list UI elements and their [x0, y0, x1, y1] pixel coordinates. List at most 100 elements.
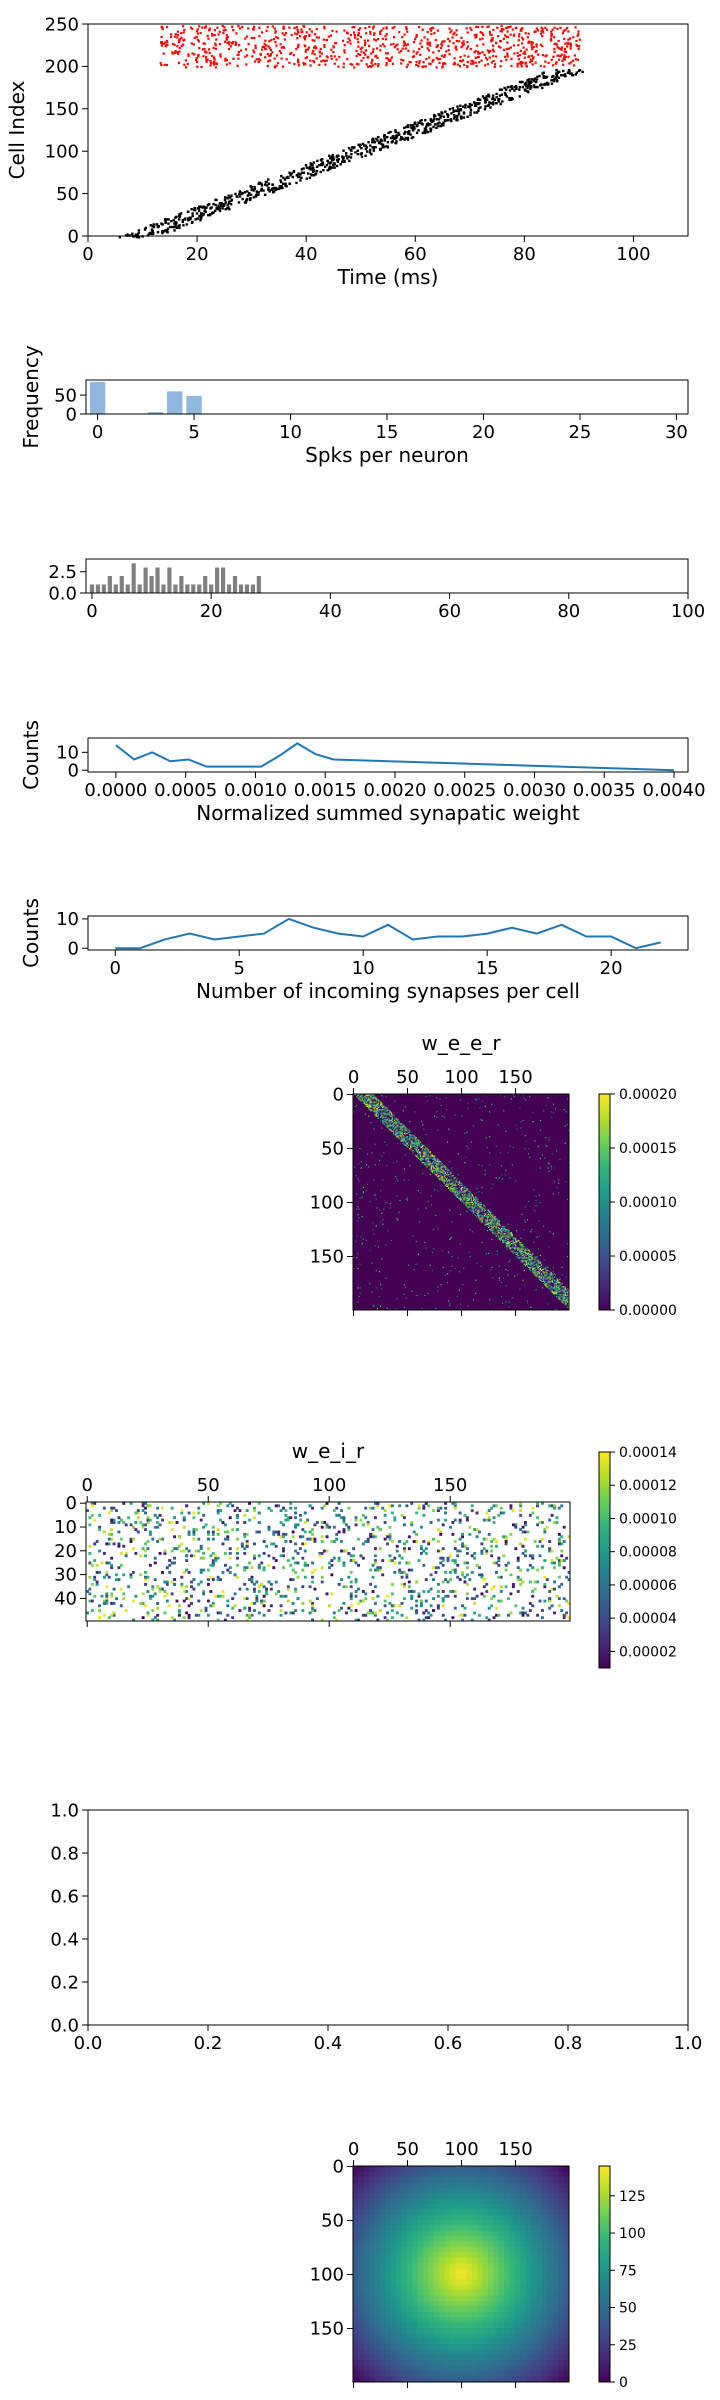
- heatmap-cell: [482, 1218, 484, 1220]
- spike-dot: [541, 54, 545, 57]
- heatmap-cell: [417, 1149, 419, 1151]
- heatmap-cell: [405, 1145, 408, 1148]
- heatmap-cell: [497, 1226, 499, 1229]
- heatmap-cell: [473, 1213, 476, 1216]
- heatmap-cell: [476, 1203, 478, 1205]
- spike-dot: [376, 56, 379, 59]
- spike-dot: [277, 62, 280, 65]
- heatmap-cell: [421, 1146, 423, 1149]
- spike-dot: [539, 43, 542, 46]
- spike-dot: [563, 74, 567, 77]
- spike-dot: [454, 45, 457, 48]
- heatmap-cell: [562, 1286, 564, 1288]
- heatmap-cell: [468, 1202, 470, 1204]
- heatmap-cell: [469, 1209, 471, 1211]
- heatmap-cell: [522, 1257, 524, 1259]
- heatmap-cell: [376, 1104, 378, 1106]
- heatmap-cell: [416, 1139, 418, 1141]
- heatmap-cell: [496, 1233, 498, 1235]
- spike-dot: [236, 195, 239, 198]
- heatmap-cell: [375, 1099, 377, 1101]
- heatmap-cell: [491, 1221, 493, 1223]
- heatmap-cell: [546, 1273, 548, 1275]
- spike-dot: [184, 66, 188, 69]
- heatmap-cell: [475, 1198, 477, 1200]
- spike-dot: [374, 146, 377, 149]
- spike-dot: [391, 62, 395, 65]
- heatmap-cell: [358, 1163, 360, 1165]
- spike-dot: [271, 25, 274, 28]
- heatmap-cell: [556, 1284, 558, 1286]
- heatmap-cell: [455, 1191, 457, 1193]
- heatmap-cell: [419, 1158, 422, 1160]
- spike-dot: [314, 33, 317, 36]
- spike-dot: [296, 174, 299, 177]
- heatmap-cell: [400, 1131, 402, 1133]
- heatmap-cell: [551, 1291, 553, 1293]
- heatmap-cell: [508, 1233, 510, 1235]
- heatmap-cell: [424, 1149, 426, 1151]
- heatmap-cell: [415, 1148, 417, 1150]
- heatmap-cell: [386, 1125, 388, 1127]
- heatmap-cell: [496, 1222, 498, 1224]
- heatmap-cell: [534, 1271, 536, 1273]
- heatmap-cell: [492, 1218, 494, 1220]
- heatmap-cell: [499, 1231, 502, 1233]
- heatmap-cell: [443, 1182, 445, 1184]
- spike-dot: [315, 169, 319, 173]
- spike-dot: [446, 118, 450, 122]
- heatmap-cell: [426, 1163, 428, 1165]
- spike-dot: [265, 44, 268, 47]
- spike-dot: [198, 25, 201, 28]
- heatmap-cell: [513, 1251, 516, 1253]
- spike-dot: [331, 153, 335, 157]
- heatmap-cell: [557, 1291, 559, 1293]
- spike-dot: [309, 64, 312, 67]
- heatmap-cell: [395, 1122, 397, 1124]
- x-tick-label: 100: [616, 244, 650, 265]
- heatmap-cell: [563, 1297, 565, 1299]
- spike-dot: [195, 212, 199, 215]
- spike-dot: [493, 65, 496, 69]
- heatmap-cell: [431, 1171, 434, 1173]
- heatmap-cell: [461, 1187, 463, 1190]
- heatmap-cell: [557, 1285, 559, 1287]
- heatmap-cell: [411, 1140, 413, 1142]
- spike-dot: [385, 33, 388, 36]
- spike-dot: [383, 135, 386, 139]
- spike-dot: [525, 48, 528, 51]
- heatmap-cell: [506, 1235, 508, 1237]
- heatmap-cell: [411, 1145, 413, 1148]
- spike-dot: [190, 42, 193, 45]
- spike-dot: [274, 31, 277, 34]
- spike-dot: [174, 216, 177, 219]
- heatmap-cell: [566, 1198, 569, 1200]
- heatmap-cell: [537, 1262, 539, 1264]
- spike-dot: [490, 33, 493, 37]
- heatmap-cell: [388, 1118, 390, 1121]
- spike-dot: [227, 202, 231, 205]
- heatmap-cell: [477, 1206, 479, 1208]
- heatmap-cell: [427, 1160, 429, 1163]
- x-tick-label: 5: [234, 958, 245, 979]
- heatmap-cell: [443, 1170, 445, 1172]
- spike-dot: [466, 60, 469, 64]
- heatmap-cell: [505, 1130, 507, 1132]
- heatmap-cell: [435, 1168, 437, 1170]
- spike-dot: [150, 232, 153, 236]
- heatmap-cell: [491, 1227, 493, 1230]
- heatmap-cell: [398, 1130, 400, 1132]
- spike-dot: [517, 58, 520, 61]
- heatmap-cell: [491, 1217, 493, 1219]
- heatmap-cell: [458, 1192, 461, 1194]
- heatmap-cell: [383, 1105, 385, 1108]
- spike-dot: [397, 133, 401, 136]
- spike-dot: [223, 26, 226, 29]
- spike-dot: [461, 41, 464, 45]
- heatmap-cell: [518, 1254, 520, 1257]
- heatmap-cell: [477, 1211, 479, 1213]
- x-axis-label: Number of incoming synapses per cell: [196, 979, 580, 1003]
- heatmap-cell: [399, 1126, 401, 1128]
- heatmap-cell: [566, 1243, 569, 1245]
- spike-dot: [563, 54, 566, 57]
